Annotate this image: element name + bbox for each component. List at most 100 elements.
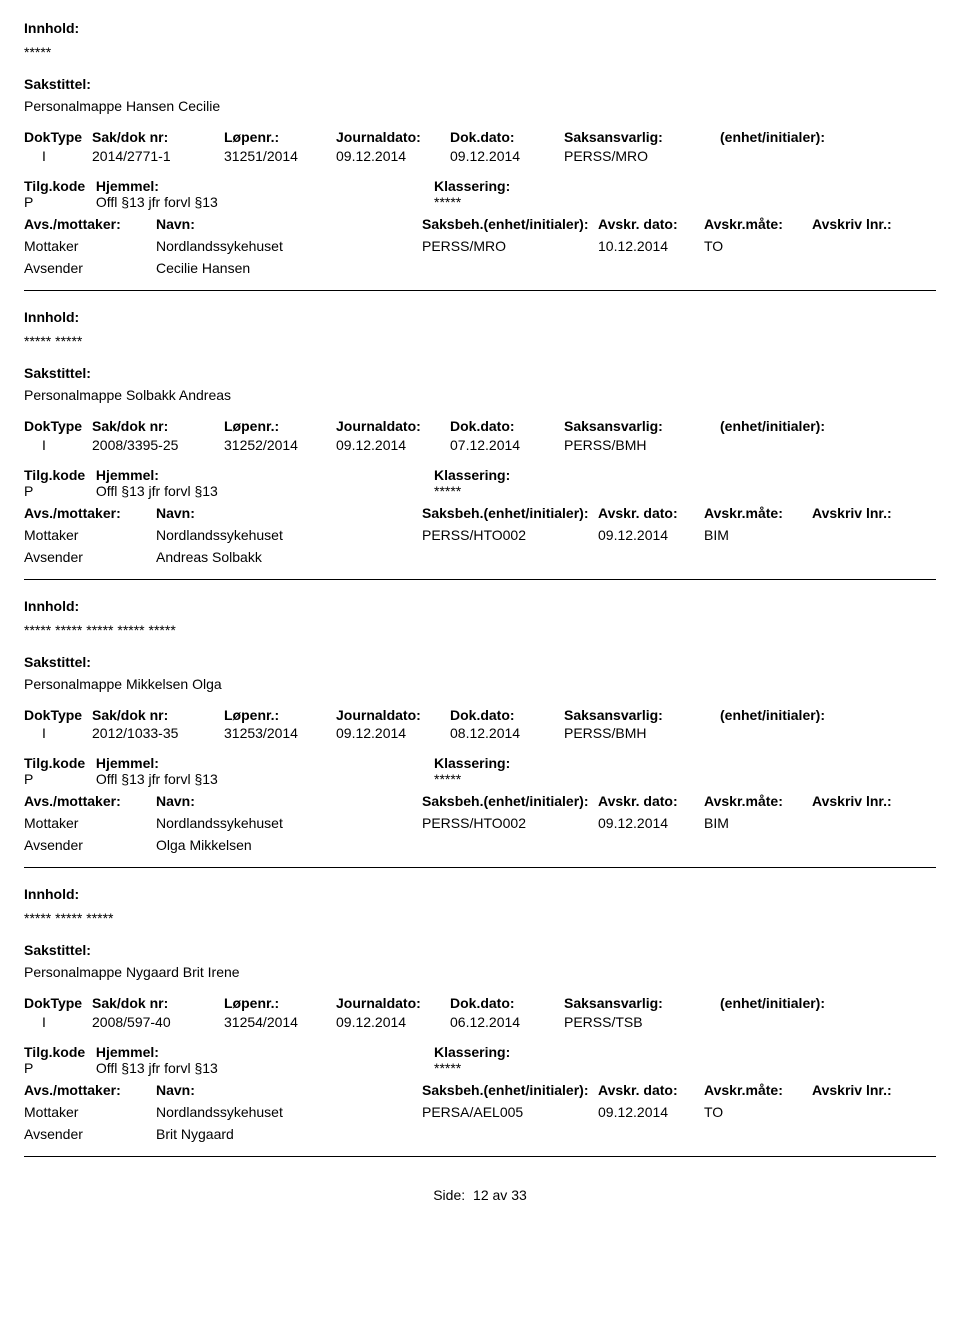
enhet-value	[720, 147, 880, 166]
mottaker-avlnr	[812, 238, 936, 254]
journaldato-header: Journaldato:	[336, 128, 450, 147]
avsmottaker-header: Avs./mottaker:	[24, 1082, 156, 1098]
mottaker-saksbeh: PERSS/HTO002	[422, 815, 598, 831]
mottaker-avmate: TO	[704, 1104, 812, 1120]
innhold-stars: ***** ***** *****	[24, 910, 936, 926]
journal-entry: Innhold: ***** ***** ***** ***** ***** S…	[24, 598, 936, 869]
avs-header-row: Avs./mottaker: Navn: Saksbeh.(enhet/init…	[24, 505, 936, 521]
avsender-navn: Andreas Solbakk	[156, 549, 422, 565]
saksbeh-enhet-header: (enhet/initialer):	[483, 1082, 588, 1098]
enhet-value	[720, 1013, 880, 1032]
saksbeh-header: Saksbeh.	[422, 216, 483, 232]
dokdato-header: Dok.dato:	[450, 706, 564, 725]
navn-header: Navn:	[156, 505, 422, 521]
mottaker-row: Mottaker Nordlandssykehuset PERSS/HTO002…	[24, 527, 936, 543]
sakdok-header: Sak/dok nr:	[92, 128, 224, 147]
journaldato-value: 09.12.2014	[336, 1013, 450, 1032]
avskrivlnr-header: Avskriv lnr.:	[812, 216, 936, 232]
innhold-stars: ***** *****	[24, 333, 936, 349]
mottaker-avdato: 09.12.2014	[598, 815, 704, 831]
page-sep: av	[493, 1187, 508, 1203]
entry-divider	[24, 579, 936, 580]
mottaker-role: Mottaker	[24, 815, 156, 831]
mottaker-avdato: 10.12.2014	[598, 238, 704, 254]
avsmottaker-header: Avs./mottaker:	[24, 505, 156, 521]
page-total: 33	[511, 1187, 527, 1203]
avsender-navn: Cecilie Hansen	[156, 260, 422, 276]
saksansvarlig-value: PERSS/BMH	[564, 724, 720, 743]
entries-list: Innhold: ***** Sakstittel: Personalmappe…	[24, 20, 936, 1157]
doktype-header: DokType	[24, 706, 92, 725]
hjemmel-value: Offl §13 jfr forvl §13	[96, 194, 218, 210]
columns-data-row: I 2008/597-40 31254/2014 09.12.2014 06.1…	[24, 1013, 936, 1032]
klassering-value: *****	[434, 483, 936, 499]
klassering-value: *****	[434, 194, 936, 210]
tilgkode-value: P	[24, 771, 92, 787]
avskrivlnr-header: Avskriv lnr.:	[812, 505, 936, 521]
klassering-value: *****	[434, 771, 936, 787]
avsmottaker-header: Avs./mottaker:	[24, 216, 156, 232]
tilgkode-header: Tilg.kode	[24, 1044, 92, 1060]
columns-data-row: I 2012/1033-35 31253/2014 09.12.2014 08.…	[24, 724, 936, 743]
journaldato-value: 09.12.2014	[336, 147, 450, 166]
mottaker-role: Mottaker	[24, 238, 156, 254]
columns-header-row: DokType Sak/dok nr: Løpenr.: Journaldato…	[24, 994, 936, 1013]
mottaker-row: Mottaker Nordlandssykehuset PERSA/AEL005…	[24, 1104, 936, 1120]
lopenr-header: Løpenr.:	[224, 994, 336, 1013]
hjemmel-header: Hjemmel:	[96, 755, 159, 771]
navn-header: Navn:	[156, 1082, 422, 1098]
doktype-header: DokType	[24, 417, 92, 436]
navn-header: Navn:	[156, 793, 422, 809]
tilgkode-value: P	[24, 1060, 92, 1076]
enhet-header: (enhet/initialer):	[720, 128, 880, 147]
klassering-header: Klassering:	[434, 467, 936, 483]
tilg-row: Tilg.kode Hjemmel: P Offl §13 jfr forvl …	[24, 755, 936, 787]
mottaker-avlnr	[812, 527, 936, 543]
page-footer: Side: 12 av 33	[24, 1187, 936, 1203]
dokdato-value: 06.12.2014	[450, 1013, 564, 1032]
saksbeh-enhet-header: (enhet/initialer):	[483, 505, 588, 521]
avsender-role: Avsender	[24, 1126, 156, 1142]
enhet-header: (enhet/initialer):	[720, 417, 880, 436]
saksbeh-enhet-header: (enhet/initialer):	[483, 216, 588, 232]
saksbeh-header: Saksbeh.	[422, 1082, 483, 1098]
saksansvarlig-header: Saksansvarlig:	[564, 994, 720, 1013]
mottaker-role: Mottaker	[24, 1104, 156, 1120]
enhet-header: (enhet/initialer):	[720, 994, 880, 1013]
columns-header-row: DokType Sak/dok nr: Løpenr.: Journaldato…	[24, 706, 936, 725]
tilg-row: Tilg.kode Hjemmel: P Offl §13 jfr forvl …	[24, 1044, 936, 1076]
page-number: 12	[473, 1187, 489, 1203]
doktype-header: DokType	[24, 128, 92, 147]
avsender-row: Avsender Olga Mikkelsen	[24, 837, 936, 853]
innhold-label: Innhold:	[24, 886, 936, 902]
sakstittel-value: Personalmappe Hansen Cecilie	[24, 98, 936, 114]
avsender-navn: Brit Nygaard	[156, 1126, 422, 1142]
columns-header-row: DokType Sak/dok nr: Løpenr.: Journaldato…	[24, 417, 936, 436]
avs-header-row: Avs./mottaker: Navn: Saksbeh.(enhet/init…	[24, 216, 936, 232]
avskrivlnr-header: Avskriv lnr.:	[812, 1082, 936, 1098]
saksansvarlig-value: PERSS/MRO	[564, 147, 720, 166]
columns-data-row: I 2008/3395-25 31252/2014 09.12.2014 07.…	[24, 436, 936, 455]
sakdok-value: 2012/1033-35	[92, 724, 224, 743]
journaldato-header: Journaldato:	[336, 417, 450, 436]
klassering-header: Klassering:	[434, 755, 936, 771]
mottaker-saksbeh: PERSS/HTO002	[422, 527, 598, 543]
columns-header-row: DokType Sak/dok nr: Løpenr.: Journaldato…	[24, 128, 936, 147]
sakdok-header: Sak/dok nr:	[92, 994, 224, 1013]
sakstittel-value: Personalmappe Solbakk Andreas	[24, 387, 936, 403]
enhet-header: (enhet/initialer):	[720, 706, 880, 725]
enhet-value	[720, 436, 880, 455]
mottaker-saksbeh: PERSS/MRO	[422, 238, 598, 254]
lopenr-header: Løpenr.:	[224, 128, 336, 147]
mottaker-avmate: BIM	[704, 527, 812, 543]
mottaker-navn: Nordlandssykehuset	[156, 815, 422, 831]
avskrmate-header: Avskr.måte:	[704, 1082, 812, 1098]
avs-header-row: Avs./mottaker: Navn: Saksbeh.(enhet/init…	[24, 1082, 936, 1098]
tilgkode-header: Tilg.kode	[24, 178, 92, 194]
dokdato-header: Dok.dato:	[450, 994, 564, 1013]
hjemmel-value: Offl §13 jfr forvl §13	[96, 483, 218, 499]
tilg-row: Tilg.kode Hjemmel: P Offl §13 jfr forvl …	[24, 178, 936, 210]
sakstittel-value: Personalmappe Mikkelsen Olga	[24, 676, 936, 692]
sakstittel-label: Sakstittel:	[24, 654, 936, 670]
saksansvarlig-value: PERSS/BMH	[564, 436, 720, 455]
